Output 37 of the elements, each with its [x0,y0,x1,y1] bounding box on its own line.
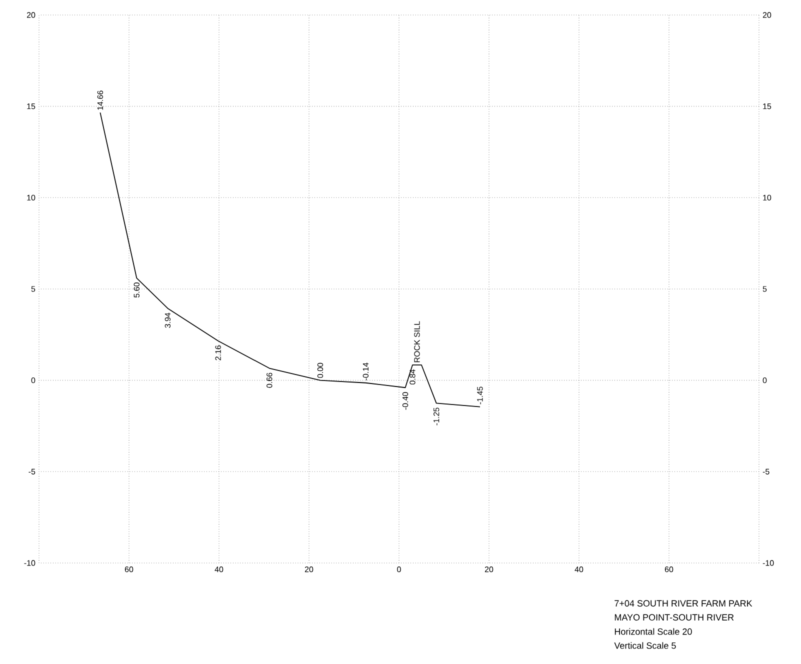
data-label: 14.66 [97,90,104,110]
y-tick-label: -5 [28,468,36,474]
data-label: -1.45 [477,386,483,404]
y2-tick-label: -5 [762,468,770,474]
text: Horizontal Scale 20 [614,628,692,635]
y2-tick-label: 15 [763,104,772,110]
x-tick-label: 20 [484,566,494,572]
y-tick-label: 5 [31,286,36,292]
text: Vertical Scale 5 [614,642,676,649]
y-tick-label: 15 [27,104,36,110]
annotation: ROCK SILL [414,321,420,362]
data-label: 0.00 [317,362,324,378]
y-tick-label: -10 [24,560,36,566]
data-label: 5.60 [134,282,140,298]
y2-tick-label: 0 [762,377,767,384]
x-tick-label: 40 [574,566,584,572]
data-label: -0.14 [362,362,369,380]
x-tick-label: 0 [397,566,401,572]
x-tick-label: 60 [124,566,134,572]
y-tick-label: 0 [31,377,36,384]
y-tick-label: 10 [27,194,36,200]
x-tick-label: 60 [664,566,674,572]
data-label: -0.40 [402,392,408,410]
data-label: 0.66 [266,372,272,388]
y2-tick-label: 20 [762,12,772,18]
data-label: 3.94 [164,312,171,328]
data-label: -1.25 [434,408,440,426]
text: 7+04 SOUTH RIVER FARM PARK [614,600,752,607]
y2-tick-label: 5 [762,286,767,292]
data-label: 2.16 [215,345,221,360]
text: MAYO POINT-SOUTH RIVER [614,614,734,621]
y2-tick-label: -10 [762,560,774,566]
x-tick-label: 40 [214,566,224,572]
data-label: 0.84 [410,369,416,384]
x-tick-label: 20 [304,566,314,572]
y2-tick-label: 10 [763,194,772,200]
y-tick-label: 20 [26,12,36,18]
